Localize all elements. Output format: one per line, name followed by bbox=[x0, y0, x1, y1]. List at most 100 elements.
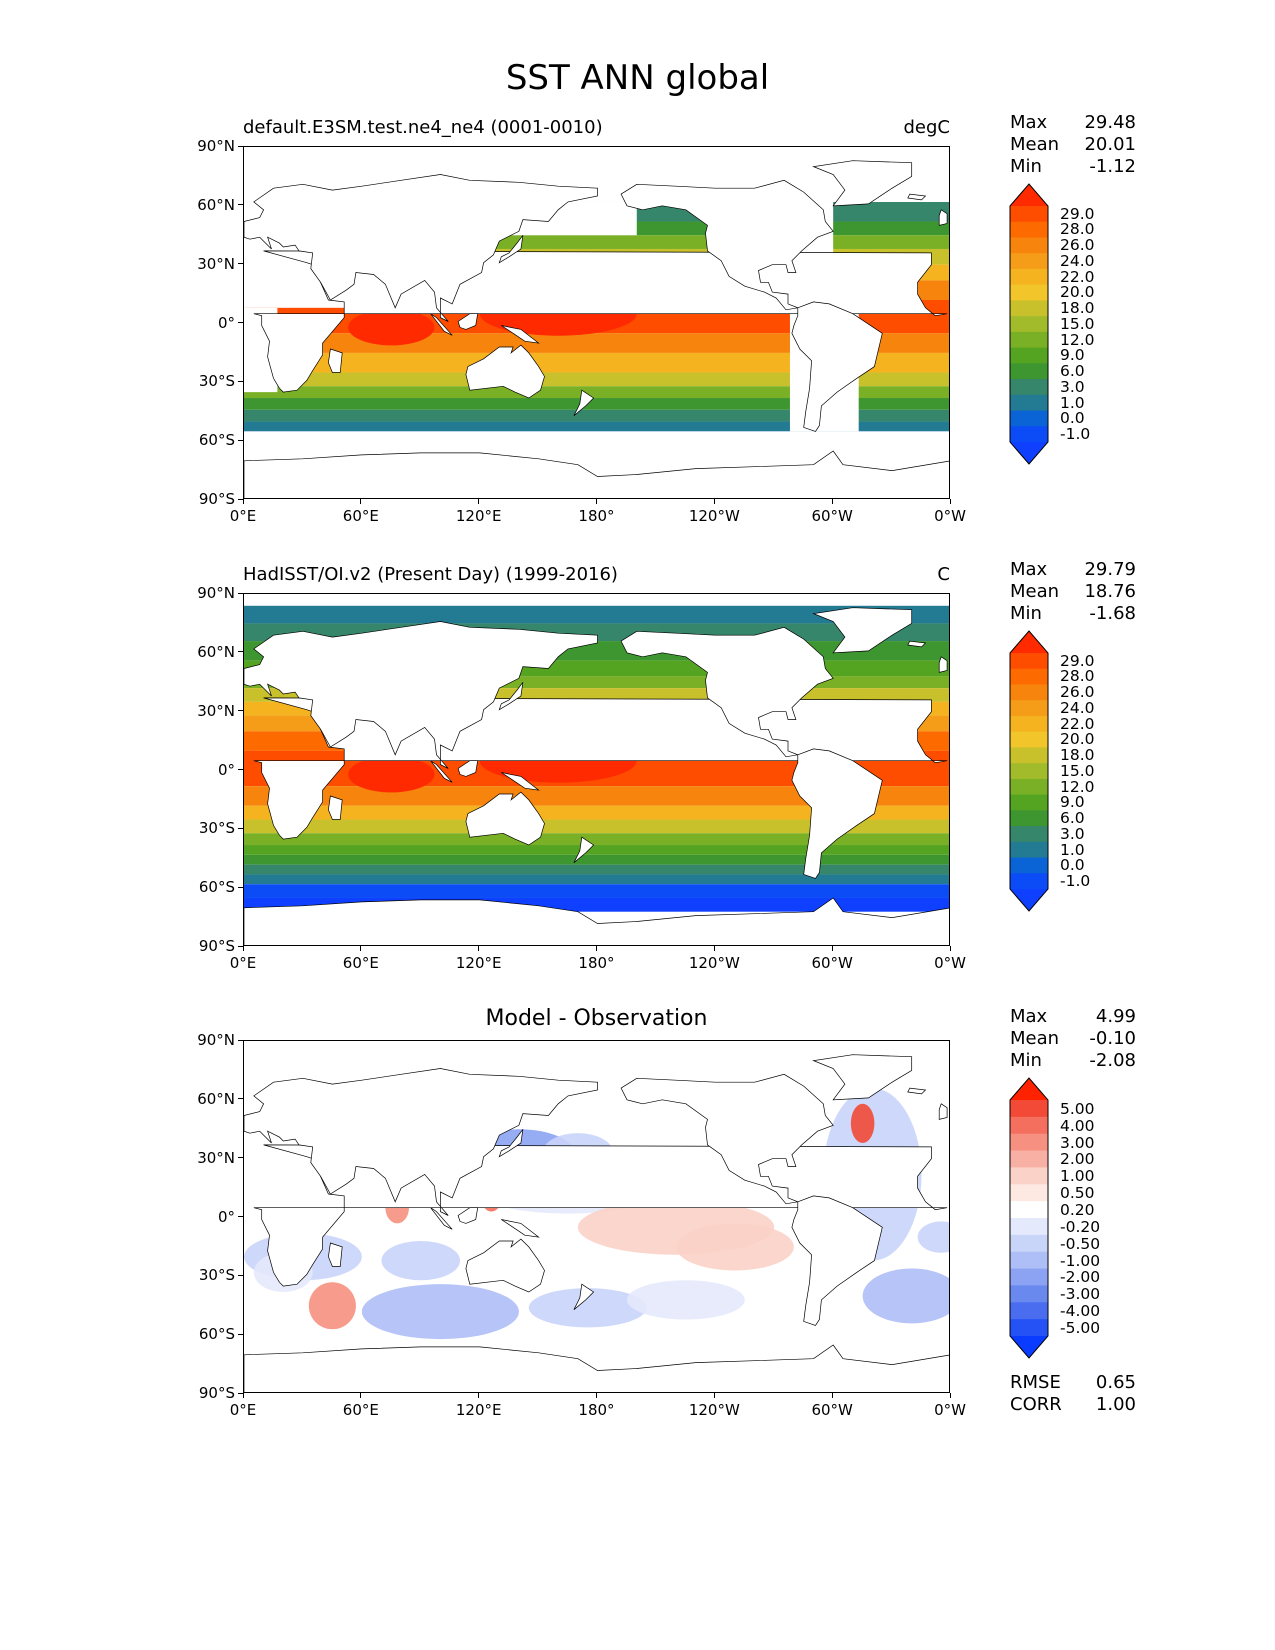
land-madagascar bbox=[328, 795, 343, 820]
x-tick-mark bbox=[478, 1393, 480, 1398]
field-band bbox=[244, 854, 949, 865]
colorbar-label: 18.0 bbox=[1060, 299, 1095, 318]
stat-row: Min -1.12 bbox=[1010, 156, 1136, 178]
x-tick-label: 120°W bbox=[688, 1401, 740, 1419]
land-sumatra bbox=[430, 760, 453, 783]
colorbar-segment bbox=[1010, 1302, 1048, 1320]
y-tick-mark bbox=[238, 498, 243, 500]
land-nz bbox=[573, 836, 595, 863]
panel-units: degC bbox=[903, 117, 951, 138]
colorbar-label: 26.0 bbox=[1060, 236, 1095, 255]
x-tick-mark bbox=[360, 499, 362, 504]
field-band bbox=[244, 845, 949, 855]
y-tick-mark bbox=[238, 1039, 243, 1041]
y-tick-label: 0° bbox=[217, 313, 235, 332]
stat-row: Max 29.48 bbox=[1010, 112, 1136, 134]
land-iceland bbox=[907, 193, 927, 201]
colorbar-segment bbox=[1010, 873, 1048, 890]
colorbar-label: 0.50 bbox=[1060, 1184, 1095, 1203]
y-tick-label: 90°S bbox=[198, 1384, 235, 1402]
y-tick-mark bbox=[238, 439, 243, 441]
colorbar-segment bbox=[1010, 857, 1048, 874]
colorbar-label: 0.0 bbox=[1060, 409, 1085, 428]
y-tick-label: 30°S bbox=[198, 1266, 235, 1285]
colorbar-segment bbox=[1010, 763, 1048, 780]
y-tick-label: 30°N bbox=[197, 254, 235, 273]
colorbar-label: 3.0 bbox=[1060, 824, 1085, 843]
x-tick-label: 60°W bbox=[811, 507, 853, 525]
y-tick-mark bbox=[238, 380, 243, 382]
colorbar-segment bbox=[1010, 1201, 1048, 1219]
land-australia bbox=[465, 1238, 545, 1293]
land-africa bbox=[253, 250, 948, 393]
stat-value: -0.10 bbox=[1089, 1028, 1136, 1049]
land-nz bbox=[573, 1283, 595, 1310]
x-tick-mark bbox=[478, 499, 480, 504]
stat-label: Max bbox=[1010, 1006, 1048, 1027]
colorbar-wrap bbox=[1008, 182, 1050, 470]
field-band bbox=[244, 421, 949, 432]
land-antarctica bbox=[244, 1344, 949, 1392]
land-eurasia bbox=[244, 621, 598, 769]
colorbar-label: 15.0 bbox=[1060, 761, 1095, 780]
colorbar-outline bbox=[1009, 630, 1049, 912]
land-namerica bbox=[620, 626, 834, 758]
x-tick-label: 120°W bbox=[688, 954, 740, 972]
colorbar-label: 29.0 bbox=[1060, 651, 1095, 670]
panel-left-title: default.E3SM.test.ne4_ne4 (0001-0010) bbox=[243, 117, 603, 138]
stat-label: Min bbox=[1010, 603, 1042, 624]
land-uk bbox=[938, 209, 948, 226]
stat-row: Min -2.08 bbox=[1010, 1050, 1136, 1072]
colorbar-segment bbox=[1010, 794, 1048, 811]
stat-label: Min bbox=[1010, 156, 1042, 177]
land-sumatra bbox=[430, 313, 453, 336]
land-australia bbox=[465, 791, 545, 846]
map-canvas bbox=[244, 605, 949, 945]
colorbar-segment bbox=[1010, 316, 1048, 333]
field-band bbox=[244, 352, 949, 373]
stats-box: Max 29.79 Mean 18.76 Min -1.68 bbox=[1010, 559, 1136, 625]
land-antarctica bbox=[244, 897, 949, 945]
colorbar-label: 6.0 bbox=[1060, 809, 1085, 828]
x-tick-label: 60°W bbox=[811, 954, 853, 972]
colorbar-outline bbox=[1009, 183, 1049, 465]
land-japan bbox=[498, 235, 524, 264]
field-band bbox=[244, 398, 949, 410]
y-tick-mark bbox=[238, 945, 243, 947]
y-tick-mark bbox=[238, 769, 243, 770]
stat-row: CORR 1.00 bbox=[1010, 1394, 1136, 1416]
stat-value: -2.08 bbox=[1089, 1050, 1136, 1071]
stat-label: Mean bbox=[1010, 134, 1060, 155]
x-tick-mark bbox=[713, 499, 715, 504]
y-tick-label: 60°S bbox=[198, 878, 235, 897]
colorbar-label: -4.00 bbox=[1060, 1302, 1101, 1321]
land-antarctica bbox=[244, 450, 949, 498]
colorbar-segment bbox=[1010, 810, 1048, 827]
colorbar-segment bbox=[1010, 284, 1048, 301]
y-tick-mark bbox=[238, 322, 243, 323]
anomaly-patch bbox=[917, 1221, 949, 1253]
land-madagascar bbox=[328, 348, 343, 373]
land-japan bbox=[498, 1129, 524, 1158]
coastlines bbox=[244, 1054, 949, 1392]
x-tick-mark bbox=[478, 946, 480, 951]
stat-value: 20.01 bbox=[1084, 134, 1136, 155]
x-tick-label: 60°W bbox=[811, 1401, 853, 1419]
land-newguinea bbox=[501, 772, 540, 791]
x-tick-label: 0°E bbox=[229, 1401, 257, 1419]
stat-row: RMSE 0.65 bbox=[1010, 1372, 1136, 1394]
land-samerica bbox=[791, 748, 883, 879]
y-tick-label: 90°S bbox=[198, 490, 235, 508]
colorbar-segment bbox=[1010, 668, 1048, 686]
colorbar-label: -1.0 bbox=[1060, 425, 1091, 443]
stat-value: -1.68 bbox=[1089, 603, 1136, 624]
map-axes bbox=[243, 593, 950, 946]
y-tick-mark bbox=[238, 592, 243, 594]
colorbar-segment bbox=[1010, 394, 1048, 412]
coastlines bbox=[244, 607, 949, 945]
x-tick-label: 0°E bbox=[229, 507, 257, 525]
colorbar-segment bbox=[1010, 1268, 1048, 1287]
y-tick-label: 60°S bbox=[198, 1325, 235, 1344]
colorbar-label: -0.50 bbox=[1060, 1234, 1101, 1253]
colorbar-segment bbox=[1010, 715, 1048, 733]
